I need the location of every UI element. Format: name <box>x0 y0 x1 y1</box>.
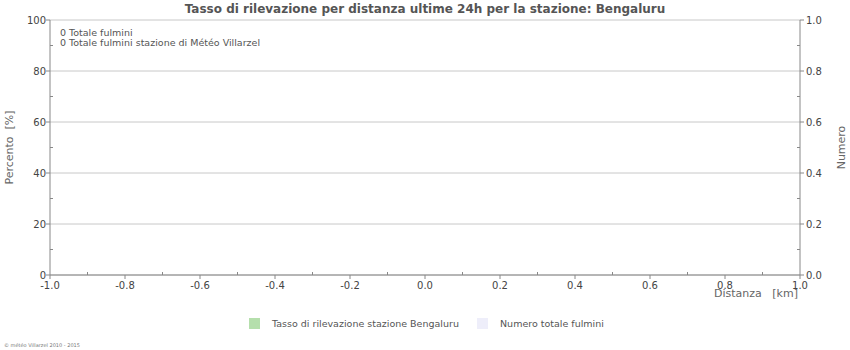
x-tick-label: -0.8 <box>115 280 135 291</box>
x-tick <box>350 275 351 279</box>
x-tick-label: -0.4 <box>265 280 285 291</box>
annotation: 0 Totale fulmini stazione di Météo Villa… <box>60 37 260 48</box>
x-tick <box>425 275 426 279</box>
y-tick-label: 100 <box>27 15 46 26</box>
y-minor-tick <box>50 249 53 250</box>
grid-line <box>50 173 800 174</box>
y2-minor-tick <box>797 45 800 46</box>
y-tick <box>46 224 50 225</box>
y2-tick <box>800 71 804 72</box>
chart: -1.0 -0.8 -0.6 -0.4 -0.2 0.0 0.2 0.4 0.6 0.8 1.0 0 2… <box>0 0 850 350</box>
y-tick <box>46 71 50 72</box>
y-tick <box>46 122 50 123</box>
y2-tick-label: 0.4 <box>806 168 822 179</box>
legend-swatch <box>249 318 260 329</box>
x-minor-tick <box>312 272 313 275</box>
y2-tick-label: 1.0 <box>806 15 822 26</box>
grid-line <box>50 20 800 21</box>
y-tick-label: 80 <box>33 66 46 77</box>
x-tick <box>575 275 576 279</box>
y-minor-tick <box>50 45 53 46</box>
y2-minor-tick <box>797 249 800 250</box>
grid-line <box>50 122 800 123</box>
x-minor-tick <box>537 272 538 275</box>
legend-label: Tasso di rilevazione stazione Bengaluru <box>271 318 459 329</box>
x-tick-label: -0.6 <box>190 280 210 291</box>
y-minor-tick <box>50 96 53 97</box>
y2-tick-label: 0.2 <box>806 219 822 230</box>
x-tick <box>500 275 501 279</box>
y2-minor-tick <box>797 96 800 97</box>
x-minor-tick <box>162 272 163 275</box>
y-tick <box>46 173 50 174</box>
x-minor-tick <box>762 272 763 275</box>
x-tick <box>275 275 276 279</box>
y-minor-tick <box>50 198 53 199</box>
x-tick-label: 0.6 <box>642 280 658 291</box>
x-tick <box>800 275 801 279</box>
y-minor-tick <box>50 147 53 148</box>
x-minor-tick <box>387 272 388 275</box>
x-minor-tick <box>237 272 238 275</box>
y-tick-label: 0 <box>40 270 46 281</box>
y2-tick <box>800 122 804 123</box>
x-tick-label: 0.4 <box>567 280 583 291</box>
source: © météo Villarzel 2010 - 2015 <box>4 342 80 348</box>
y-tick <box>46 20 50 21</box>
y2-minor-tick <box>797 198 800 199</box>
x-tick-label: 0.2 <box>492 280 508 291</box>
x-tick-label: -0.2 <box>340 280 360 291</box>
x-tick <box>50 275 51 279</box>
grid-line <box>50 71 800 72</box>
y-tick-label: 20 <box>33 219 46 230</box>
y2-tick <box>800 224 804 225</box>
y2-tick-label: 0.0 <box>806 270 822 281</box>
x-axis-label: Distanza [km] <box>714 287 798 300</box>
x-minor-tick <box>87 272 88 275</box>
y2-tick <box>800 173 804 174</box>
y-tick <box>46 275 50 276</box>
x-tick <box>650 275 651 279</box>
y-tick-label: 40 <box>33 168 46 179</box>
x-tick <box>725 275 726 279</box>
x-tick-label: 0.0 <box>417 280 433 291</box>
legend-swatch <box>477 318 488 329</box>
x-tick <box>125 275 126 279</box>
legend-label: Numero totale fulmini <box>500 318 604 329</box>
x-tick <box>200 275 201 279</box>
title: Tasso di rilevazione per distanza ultime… <box>185 2 666 16</box>
y-axis-label: Percento [%] <box>3 110 16 184</box>
x-minor-tick <box>687 272 688 275</box>
x-minor-tick <box>462 272 463 275</box>
y2-tick <box>800 275 804 276</box>
y2-tick-label: 0.6 <box>806 117 822 128</box>
y2-tick-label: 0.8 <box>806 66 822 77</box>
y2-tick <box>800 20 804 21</box>
y2-axis-label: Numero <box>835 125 848 169</box>
grid-line <box>50 224 800 225</box>
y2-minor-tick <box>797 147 800 148</box>
y-tick-label: 60 <box>33 117 46 128</box>
x-minor-tick <box>612 272 613 275</box>
x-tick-label: -1.0 <box>40 280 60 291</box>
